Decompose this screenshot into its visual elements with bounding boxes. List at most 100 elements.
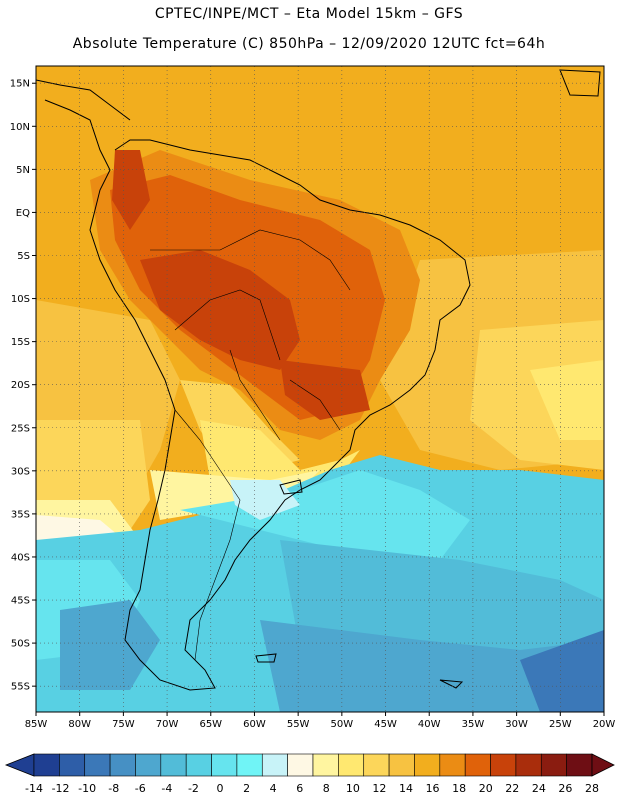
map-title-line-1: CPTEC/INPE/MCT – Eta Model 15km – GFS [154,6,464,22]
map-frame [35,65,605,713]
field-continent-22-24 [140,250,300,370]
lat-tick-label: 30S [11,466,30,477]
colorbar-swatch [464,753,491,777]
field-andes-warm-north [112,150,150,230]
colorbar-swatch [388,753,415,777]
field-southeast-brazil-22-24 [280,360,370,420]
lon-tick-label: 65W [199,719,222,730]
colorbar-label: 12 [372,782,386,795]
lon-tick-label: 40W [418,719,441,730]
colorbar-label: 24 [532,782,546,795]
border-paraguay [229,349,281,441]
lat-tick-label: 40S [11,552,30,563]
colorbar-label: 8 [323,782,330,795]
colorbar-label: -8 [108,782,119,795]
lat-tick-label: 5N [16,165,30,176]
colorbar-label: 28 [585,782,599,795]
map-gridlines [36,66,604,712]
lon-tick-label: 55W [287,719,310,730]
lon-tick-label: 80W [68,719,91,730]
longitude-axis: 85W 80W 75W 70W 65W 60W 55W 50W 45W 40W 35W 30W 25W 2… [25,712,616,730]
colorbar-swatch [135,753,162,777]
colorbar-swatch [490,753,517,777]
lat-tick-label: EQ [16,208,30,219]
colorbar-swatch [515,753,542,777]
colorbar-label: 14 [399,782,413,795]
lon-tick-label: 85W [25,719,48,730]
colorbar-swatch [363,753,390,777]
lon-tick-label: 75W [112,719,135,730]
border-brazil-states [289,379,341,431]
border-north [150,229,351,291]
colorbar-label: 18 [452,782,466,795]
lon-tick-label: 25W [549,719,572,730]
colorbar-label: -2 [188,782,199,795]
latitude-axis: 15N 10N 5N EQ 5S 10S 15S 20S 25S 30S 35S 40S 45S 50S 5… [10,79,36,693]
colorbar-swatch [414,753,441,777]
lagoa-dos-patos [279,479,303,495]
colorbar-label: 16 [426,782,440,795]
colorbar-swatch [185,753,212,777]
colorbar-label: 2 [243,782,250,795]
temperature-field [36,66,604,712]
border-bolivia [174,289,281,361]
colorbar-label: 22 [505,782,519,795]
colorbar-swatch [109,753,136,777]
lon-tick-label: 20W [593,719,616,730]
lon-tick-label: 50W [331,719,354,730]
colorbar-swatch [338,753,365,777]
lon-tick-label: 35W [462,719,485,730]
colorbar-swatch [160,753,187,777]
lat-tick-label: 25S [11,423,30,434]
colorbar-label: 26 [558,782,572,795]
falkland-islands [255,653,277,663]
field-south-minus6-4 [520,630,604,712]
lat-tick-label: 15S [11,337,30,348]
south-georgia [439,679,464,689]
colorbar-swatch [566,753,593,777]
lat-tick-label: 55S [11,682,30,693]
field-atlantic-10-12 [530,360,604,440]
colorbar: -14 -12 -10 -8 -6 -4 -2 0 2 4 6 8 10 12 14 16 18 20 22 24 26… [4,753,615,795]
lat-tick-label: 10S [11,294,30,305]
colorbar-swatch [236,753,263,777]
lon-tick-label: 60W [243,719,266,730]
africa-coast-edge [559,69,601,97]
colorbar-label: -4 [161,782,172,795]
map-title-line-2: Absolute Temperature (C) 850hPa – 12/09/… [72,36,546,52]
colorbar-swatch [33,753,60,777]
colorbar-label: 4 [270,782,277,795]
colorbar-swatch [439,753,466,777]
colorbar-label: 6 [296,782,303,795]
lon-tick-label: 70W [156,719,179,730]
lat-tick-label: 50S [11,639,30,650]
colorbar-swatch [540,753,567,777]
colorbar-swatch [211,753,238,777]
field-south-minus2-0 [260,620,604,712]
border-chile-argentina [174,409,241,661]
colorbar-swatch [287,753,314,777]
field-south-4-6 [180,470,470,560]
colorbar-swatch [84,753,111,777]
lat-tick-label: 15N [10,79,30,90]
colorbar-label: -10 [78,782,96,795]
colorbar-label: 10 [346,782,360,795]
lat-tick-label: 45S [11,596,30,607]
colorbar-label: -14 [25,782,43,795]
colorbar-label: -12 [52,782,70,795]
lat-tick-label: 5S [17,251,30,262]
lat-tick-label: 10N [10,122,30,133]
colorbar-min-arrow [4,753,35,777]
colorbar-label: -6 [135,782,146,795]
lon-tick-label: 45W [374,719,397,730]
colorbar-label: 0 [217,782,224,795]
colorbar-max-arrow [591,753,615,777]
lat-tick-label: 20S [11,380,30,391]
political-borders [150,229,351,661]
colorbar-swatch [59,753,86,777]
lat-tick-label: 35S [11,509,30,520]
lon-tick-label: 30W [505,719,528,730]
colorbar-swatch [312,753,339,777]
colorbar-swatch [261,753,288,777]
